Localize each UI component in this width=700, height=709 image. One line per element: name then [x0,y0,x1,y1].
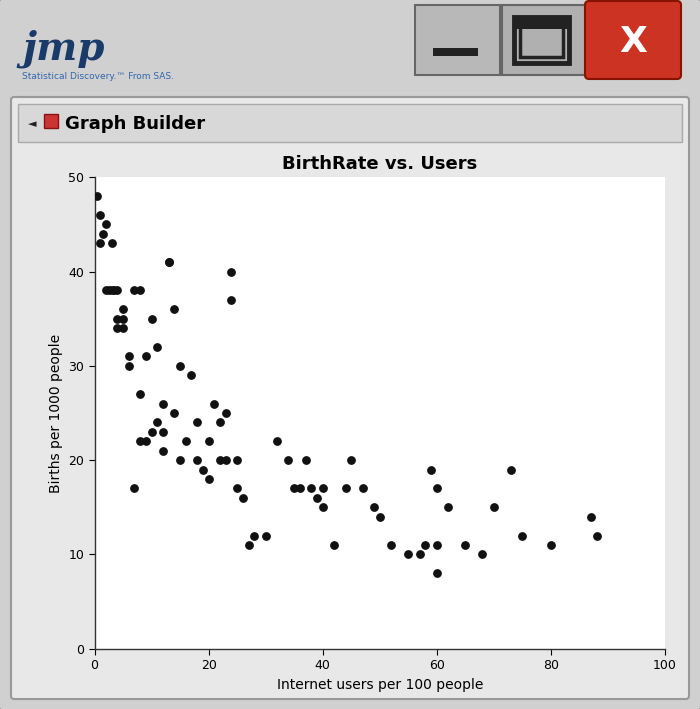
Point [103,285,114,296]
Point [180,435,191,447]
Point [129,285,140,296]
Point [152,417,163,428]
Point [140,435,151,447]
Point [460,540,471,551]
Text: X: X [619,25,647,59]
Point [203,435,214,447]
Point [420,540,431,551]
Y-axis label: Births per 1000 people: Births per 1000 people [48,333,62,493]
Point [118,303,129,315]
Point [203,474,214,485]
Point [414,549,426,560]
Point [402,549,414,560]
Point [232,483,243,494]
Point [169,303,180,315]
Point [112,323,123,334]
Point [169,407,180,418]
Point [174,454,186,466]
Point [591,530,602,541]
Point [220,454,231,466]
Point [94,209,106,220]
Text: jmp: jmp [22,30,104,69]
Point [94,238,106,249]
Point [106,238,117,249]
Text: Statistical Discovery.™ From SAS.: Statistical Discovery.™ From SAS. [22,72,174,81]
Point [209,398,220,409]
Point [112,313,123,325]
Point [368,502,379,513]
X-axis label: Internet users per 100 people: Internet users per 100 people [276,678,483,692]
Bar [44,114,58,128]
Point [226,266,237,277]
Point [232,454,243,466]
Point [158,426,169,437]
FancyBboxPatch shape [585,1,681,79]
Point [100,218,111,230]
Point [134,285,146,296]
Point [123,351,134,362]
Point [106,285,117,296]
Point [431,483,442,494]
Point [197,464,209,475]
Point [129,483,140,494]
Point [374,511,385,523]
Point [505,464,517,475]
Point [260,530,271,541]
Point [386,540,397,551]
Point [340,483,351,494]
Bar [520,23,563,57]
Point [186,369,197,381]
Point [163,257,174,268]
Point [163,257,174,268]
Point [152,341,163,352]
Point [283,454,294,466]
Bar [502,5,587,75]
Point [243,540,254,551]
Point [214,417,225,428]
Point [272,435,283,447]
Point [294,483,305,494]
Point [237,492,248,503]
Point [192,454,203,466]
Point [431,568,442,579]
Point [317,483,328,494]
Bar [514,17,569,63]
Point [112,285,123,296]
Title: BirthRate vs. Users: BirthRate vs. Users [282,155,477,173]
Point [477,549,488,560]
Point [517,530,528,541]
Point [123,360,134,372]
Point [248,530,260,541]
Point [317,502,328,513]
Point [174,360,186,372]
Point [134,435,146,447]
Point [134,389,146,400]
Point [220,407,231,418]
Point [146,426,158,437]
Point [118,313,129,325]
FancyBboxPatch shape [11,97,689,699]
Point [585,511,596,523]
Point [146,313,158,325]
Point [109,285,120,296]
Point [288,483,300,494]
Point [214,454,225,466]
Point [192,417,203,428]
Point [100,285,111,296]
Text: Graph Builder: Graph Builder [65,115,205,133]
Point [140,351,151,362]
Point [328,540,339,551]
Point [545,540,557,551]
Point [92,191,103,202]
Point [300,454,312,466]
Point [306,483,317,494]
Text: ◄: ◄ [28,119,36,129]
Point [442,502,454,513]
Point [357,483,368,494]
Point [346,454,357,466]
Bar [433,48,478,56]
Bar [18,104,682,142]
Point [97,228,108,240]
Point [426,464,437,475]
